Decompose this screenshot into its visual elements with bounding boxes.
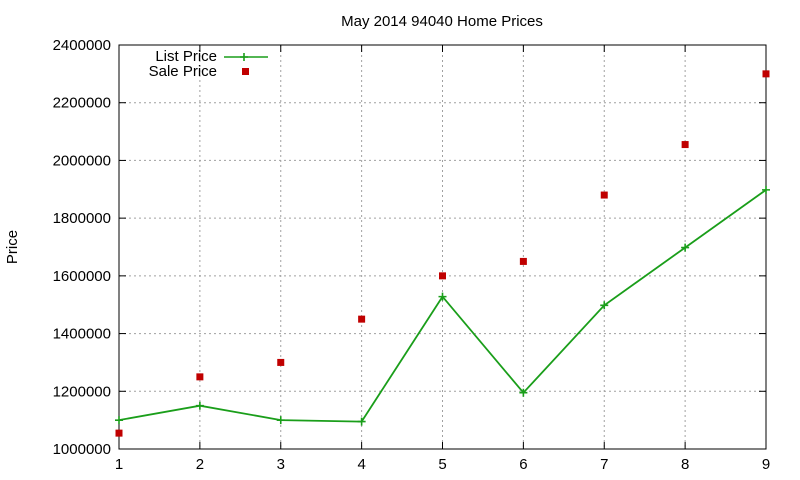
list-price-point bbox=[762, 185, 770, 194]
sale-price-point bbox=[115, 429, 123, 437]
x-tick-label: 6 bbox=[519, 456, 527, 473]
list-price-point bbox=[357, 417, 366, 426]
legend-plus-marker bbox=[240, 53, 248, 61]
x-tick-label: 3 bbox=[277, 456, 285, 473]
list-price-point bbox=[195, 401, 204, 410]
y-tick-label: 2400000 bbox=[53, 37, 111, 54]
y-tick-label: 1400000 bbox=[53, 326, 111, 343]
legend-label-list-price: List Price bbox=[155, 48, 217, 65]
sale-price-point bbox=[439, 272, 446, 280]
legend-label-sale-price: Sale Price bbox=[149, 63, 217, 80]
x-tick-label: 5 bbox=[438, 456, 446, 473]
list-price-point bbox=[438, 292, 447, 301]
x-tick-label: 8 bbox=[681, 456, 689, 473]
y-tick-label: 1800000 bbox=[53, 210, 111, 227]
y-tick-label: 2200000 bbox=[53, 95, 111, 112]
list-price-point bbox=[519, 388, 528, 397]
y-tick-label: 2000000 bbox=[53, 152, 111, 169]
sale-price-point bbox=[358, 315, 366, 323]
sale-price-point bbox=[277, 358, 285, 366]
y-tick-label: 1600000 bbox=[53, 268, 111, 285]
list-price-point bbox=[115, 416, 123, 425]
list-price-point bbox=[681, 243, 690, 252]
x-tick-label: 7 bbox=[600, 456, 608, 473]
chart-title: May 2014 94040 Home Prices bbox=[341, 13, 543, 30]
x-tick-label: 9 bbox=[762, 456, 770, 473]
legend: List Price Sale Price bbox=[149, 48, 268, 80]
sale-price-point bbox=[196, 373, 204, 381]
list-price-point bbox=[600, 301, 609, 310]
sale-price-point bbox=[519, 257, 527, 265]
data-series bbox=[115, 70, 770, 437]
sale-price-point bbox=[681, 141, 689, 149]
y-axis-ticks: 1000000 1200000 1400000 1600000 1800000 20000… bbox=[53, 37, 766, 458]
y-tick-label: 1000000 bbox=[53, 441, 111, 458]
list-price-point bbox=[276, 416, 285, 425]
legend-square-marker bbox=[242, 68, 249, 75]
sale-price-point bbox=[762, 70, 770, 78]
grid-lines bbox=[119, 45, 766, 449]
x-axis-ticks: 1 2 3 4 5 6 7 8 9 bbox=[115, 45, 770, 473]
x-tick-label: 4 bbox=[357, 456, 365, 473]
x-tick-label: 1 bbox=[115, 456, 123, 473]
y-axis-label: Price bbox=[4, 230, 21, 264]
y-tick-label: 1200000 bbox=[53, 383, 111, 400]
sale-price-point bbox=[600, 191, 608, 199]
x-tick-label: 2 bbox=[196, 456, 204, 473]
